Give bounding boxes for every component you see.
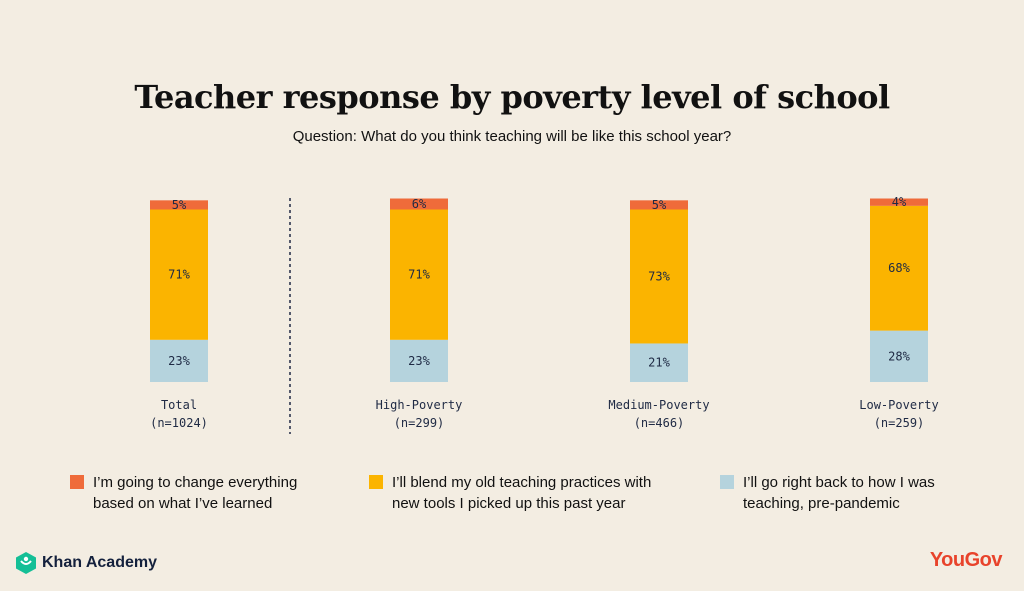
legend-item-blend: I’ll blend my old teaching practices wit… xyxy=(369,472,682,514)
data-label-change: 6% xyxy=(412,197,427,211)
data-label-blend: 71% xyxy=(408,268,430,282)
data-label-blend: 71% xyxy=(168,268,190,282)
stacked-bar-chart: 23% 71% 5% Total (n=1024) 23% 71% 6% High-Povert… xyxy=(150,195,939,434)
legend-swatch-change xyxy=(70,475,84,489)
data-label-change: 5% xyxy=(652,198,667,212)
legend-item-change: I’m going to change everything based on … xyxy=(70,472,323,514)
legend-label-blend: I’ll blend my old teaching practices wit… xyxy=(392,474,652,512)
bar-segment-blend xyxy=(630,209,688,344)
bar-segment-back xyxy=(390,339,448,382)
bar-segment-change xyxy=(150,200,208,210)
category-label: Medium-Poverty xyxy=(608,398,709,412)
bar-segment-blend xyxy=(390,209,448,340)
bar-segment-back xyxy=(630,343,688,382)
bar-segment-change xyxy=(870,198,928,206)
data-label-change: 4% xyxy=(892,195,907,209)
data-label-back: 23% xyxy=(168,354,190,368)
bar-segment-back xyxy=(870,330,928,382)
category-label: Total xyxy=(161,398,197,412)
chart-subtitle: Question: What do you think teaching wil… xyxy=(292,128,732,145)
chart-title: Teacher response by poverty level of sch… xyxy=(134,78,890,116)
data-label-blend: 73% xyxy=(648,269,670,283)
bar-segment-change xyxy=(630,200,688,210)
legend-label-change: I’m going to change everything based on … xyxy=(93,474,298,512)
category-label: High-Poverty xyxy=(376,398,463,412)
bar-segment-blend xyxy=(150,209,208,340)
category-sample-size: (n=259) xyxy=(874,416,925,430)
category-sample-size: (n=299) xyxy=(394,416,445,430)
bar-segment-blend xyxy=(870,205,928,331)
data-label-back: 28% xyxy=(888,349,910,363)
category-sample-size: (n=1024) xyxy=(150,416,208,430)
khan-academy-hexagon-icon xyxy=(16,552,36,574)
bar-segment-change xyxy=(390,198,448,210)
data-label-back: 23% xyxy=(408,354,430,368)
category-label: Low-Poverty xyxy=(859,398,938,412)
category-sample-size: (n=466) xyxy=(634,416,685,430)
legend-label-back: I’ll go right back to how I was teaching… xyxy=(743,474,935,512)
legend-item-back: I’ll go right back to how I was teaching… xyxy=(720,472,973,514)
legend-swatch-back xyxy=(720,475,734,489)
data-label-back: 21% xyxy=(648,356,670,370)
data-label-change: 5% xyxy=(172,198,187,212)
yougov-logo: YouGov xyxy=(929,549,1003,571)
khan-academy-logo: Khan Academy xyxy=(16,552,157,574)
legend-swatch-blend xyxy=(369,475,383,489)
khan-academy-wordmark: Khan Academy xyxy=(42,554,157,571)
bar-segment-back xyxy=(150,339,208,382)
data-label-blend: 68% xyxy=(888,261,910,275)
